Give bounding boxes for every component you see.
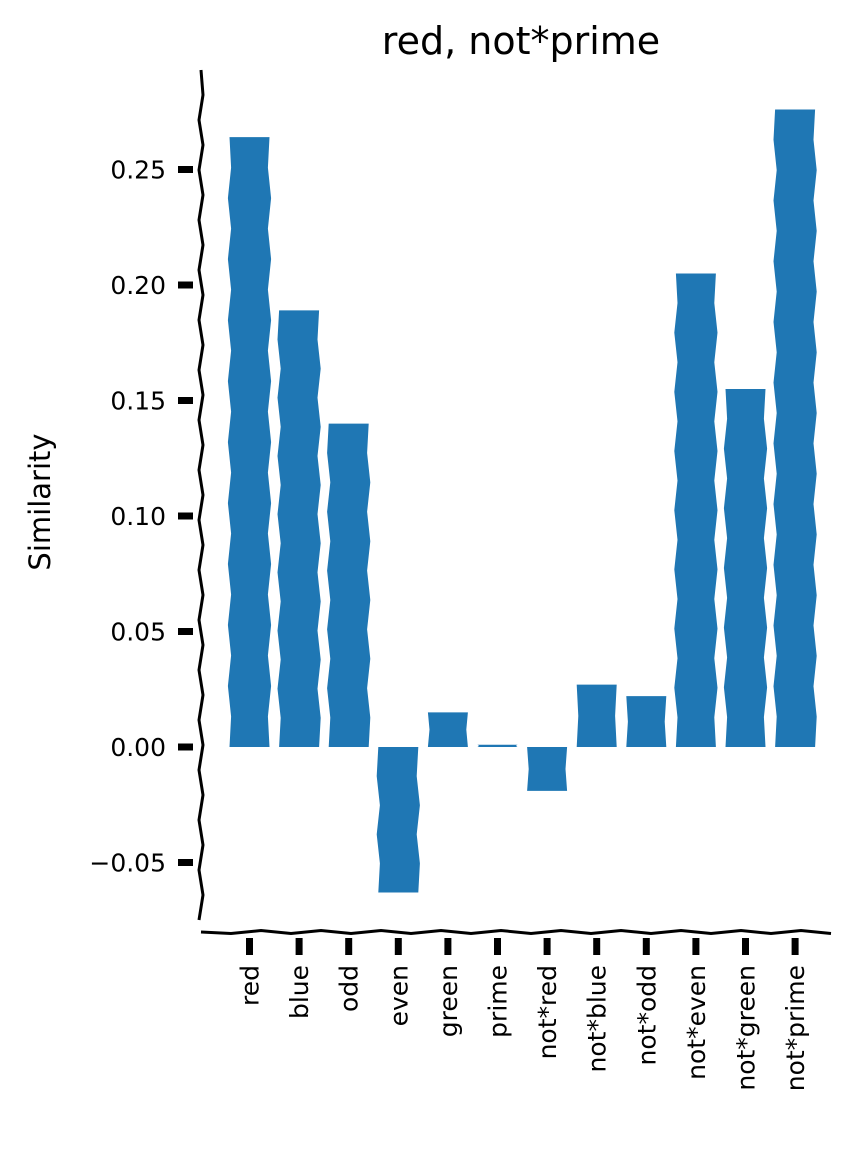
y-tick-label: 0.25 [110,156,166,185]
x-tick-label: not*red [533,965,562,1059]
x-ticks-group: red blue odd even green prime not*red not*blue n… [236,938,810,1091]
x-tick-label: not*odd [632,965,661,1065]
bar-not*red [527,747,568,791]
bar-even [376,747,420,893]
bar-not*even [674,273,718,747]
x-tick-label: red [236,965,265,1006]
x-tick-label: not*prime [781,965,810,1091]
y-tick-label: 0.15 [110,387,166,416]
y-tick-label: 0.05 [110,618,166,647]
bar-green [427,712,468,747]
x-axis-line [200,928,832,936]
x-tick-label: not*blue [583,965,612,1072]
y-tick-label: 0.10 [110,502,166,531]
x-tick-label: not*even [682,965,711,1080]
y-tick-label: −0.05 [89,849,166,878]
bar-not*blue [576,684,617,747]
x-tick-label: even [384,965,413,1026]
chart-title: red, not*prime [382,19,660,63]
y-axis-label: Similarity [23,433,57,570]
bar-not*green [723,388,768,747]
y-tick-label: 0.20 [110,271,166,300]
bar-red [227,137,272,747]
y-tick-label: 0.00 [110,733,166,762]
x-tick-label: odd [335,965,364,1012]
bar-odd [327,423,371,747]
bar-not*prime [773,109,817,747]
bars-group [227,109,817,893]
x-tick-label: prime [484,965,513,1038]
y-ticks-group: −0.05 0.00 0.05 0.10 0.15 0.20 0.25 [89,156,193,878]
x-tick-label: not*green [732,965,761,1091]
y-axis-line [197,69,205,921]
x-tick-label: green [434,965,463,1037]
bar-blue [277,310,321,747]
bar-not*odd [626,696,667,747]
bar-prime [477,744,518,747]
x-tick-label: blue [285,965,314,1019]
